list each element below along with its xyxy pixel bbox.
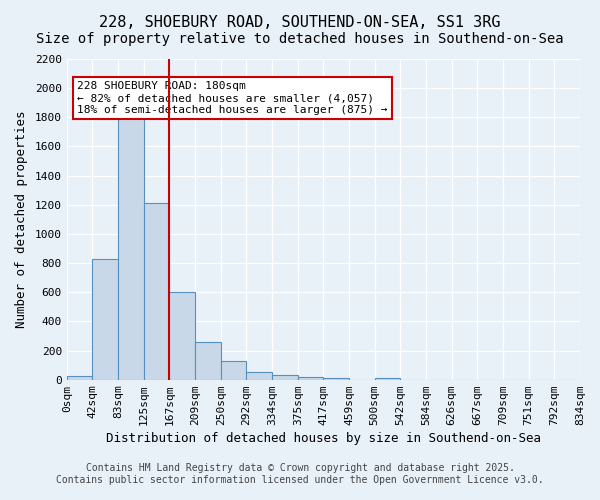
Text: 228, SHOEBURY ROAD, SOUTHEND-ON-SEA, SS1 3RG: 228, SHOEBURY ROAD, SOUTHEND-ON-SEA, SS1… xyxy=(99,15,501,30)
Bar xyxy=(272,374,298,380)
Bar xyxy=(144,204,169,380)
Text: Contains HM Land Registry data © Crown copyright and database right 2025.
Contai: Contains HM Land Registry data © Crown c… xyxy=(56,464,544,485)
Bar xyxy=(375,378,400,380)
Bar xyxy=(323,378,349,380)
Bar xyxy=(169,292,195,380)
Bar xyxy=(195,342,221,380)
Bar xyxy=(118,114,144,380)
Bar xyxy=(247,372,272,380)
Bar xyxy=(298,377,323,380)
Y-axis label: Number of detached properties: Number of detached properties xyxy=(15,110,28,328)
X-axis label: Distribution of detached houses by size in Southend-on-Sea: Distribution of detached houses by size … xyxy=(106,432,541,445)
Bar xyxy=(67,376,92,380)
Text: 228 SHOEBURY ROAD: 180sqm
← 82% of detached houses are smaller (4,057)
18% of se: 228 SHOEBURY ROAD: 180sqm ← 82% of detac… xyxy=(77,82,388,114)
Bar xyxy=(221,360,247,380)
Text: Size of property relative to detached houses in Southend-on-Sea: Size of property relative to detached ho… xyxy=(36,32,564,46)
Bar xyxy=(92,258,118,380)
